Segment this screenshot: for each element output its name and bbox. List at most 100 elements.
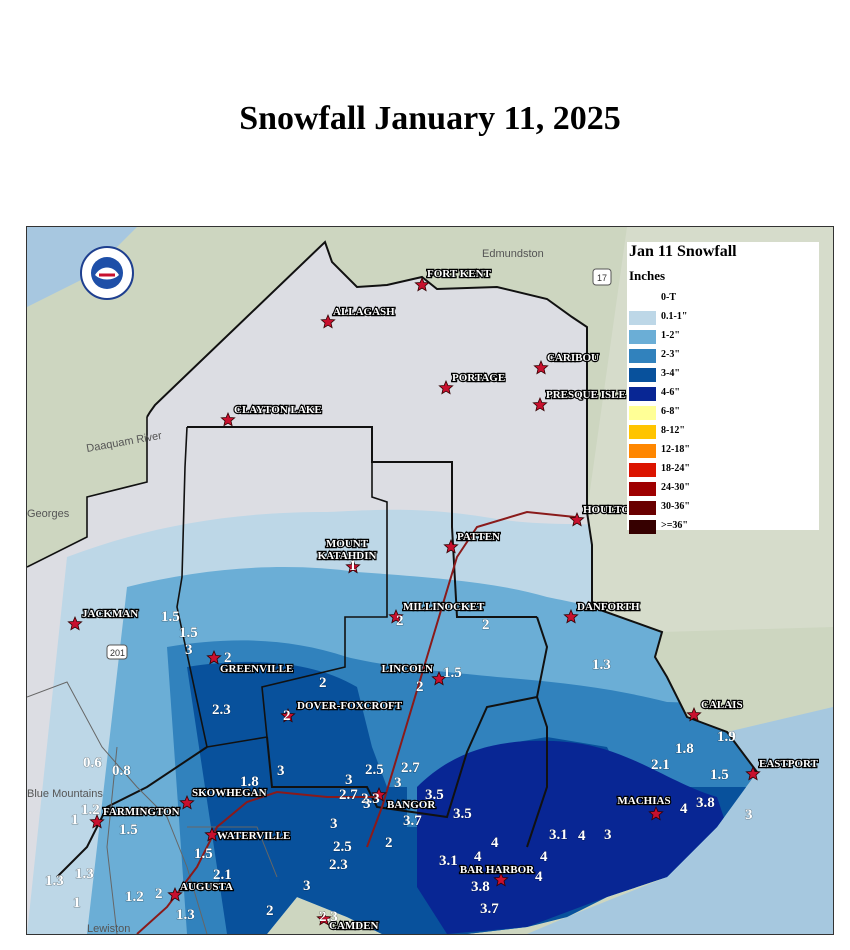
snowfall-value: 2 bbox=[224, 650, 232, 666]
snowfall-value: 0.8 bbox=[112, 763, 131, 779]
route-201-shield: 201 bbox=[106, 644, 128, 660]
snowfall-value: 3.5 bbox=[453, 806, 472, 822]
town-label[interactable]: DOVER-FOXCROFT bbox=[296, 699, 404, 713]
svg-text:17: 17 bbox=[597, 273, 607, 283]
town-label[interactable]: CALAIS bbox=[700, 698, 744, 712]
town-star-icon bbox=[204, 826, 220, 842]
town-label[interactable]: PORTAGE bbox=[451, 371, 507, 385]
snowfall-value: 1.5 bbox=[179, 625, 198, 641]
town-star-icon bbox=[167, 886, 183, 902]
legend-title: Jan 11 Snowfall bbox=[629, 243, 737, 260]
town-star-icon bbox=[179, 794, 195, 810]
town-label[interactable]: PATTEN bbox=[456, 530, 501, 544]
ocean-water bbox=[527, 707, 833, 934]
snowfall-value: 3 bbox=[394, 775, 402, 791]
snowfall-value: 1.5 bbox=[161, 609, 180, 625]
snowfall-value: 1.3 bbox=[592, 657, 611, 673]
town-star-icon bbox=[431, 670, 447, 686]
snowfall-value: 3 bbox=[303, 878, 311, 894]
town-label[interactable]: GREENVILLE bbox=[219, 662, 295, 676]
snowfall-value: 1.2 bbox=[81, 802, 100, 818]
basemap-label-georges: Georges bbox=[27, 508, 70, 520]
town-label[interactable]: MACHIAS bbox=[616, 794, 672, 808]
town-star-icon bbox=[563, 608, 579, 624]
town-label[interactable]: JACKMAN bbox=[81, 607, 140, 621]
snowfall-value: 3.8 bbox=[696, 795, 715, 811]
snowfall-value: 1.8 bbox=[240, 774, 259, 790]
snowfall-value: 1.5 bbox=[443, 665, 462, 681]
town-label[interactable]: HOULTON bbox=[582, 503, 639, 517]
snowfall-value: 2.5 bbox=[365, 762, 384, 778]
snowfall-value: 1.8 bbox=[675, 741, 694, 757]
town-star-icon bbox=[493, 871, 509, 887]
snowfall-observations: 11.51.53 22 221.521.32.3 21.81.92.11.533.84… bbox=[45, 558, 754, 926]
town-label[interactable]: LINCOLN bbox=[380, 662, 434, 676]
town-label[interactable]: BAR HARBOR bbox=[459, 863, 537, 877]
town-label[interactable]: CAMDEN bbox=[328, 919, 380, 933]
snowfall-value: 2 bbox=[155, 886, 163, 902]
snowfall-map[interactable]: Edmundston Daaquam River Georges Blue Mo… bbox=[26, 226, 834, 935]
snowfall-value: 3 bbox=[745, 807, 753, 823]
snowfall-value: 3.7 bbox=[480, 901, 499, 917]
town-label[interactable]: PRESQUE ISLE bbox=[545, 388, 627, 402]
town-label[interactable]: MOUNT KATAHDIN bbox=[316, 537, 377, 563]
legend-label: 8-12" bbox=[661, 425, 685, 436]
town-star-icon bbox=[67, 615, 83, 631]
town-star-icon bbox=[89, 813, 105, 829]
snowfall-value: 2.1 bbox=[213, 867, 232, 883]
legend-swatch bbox=[629, 311, 656, 325]
snowfall-value: 2.5 bbox=[333, 839, 352, 855]
snowfall-value: 2.7 bbox=[401, 760, 420, 776]
snowfall-value: 2.3 bbox=[319, 909, 338, 925]
snowfall-value: 3 bbox=[604, 827, 612, 843]
basemap-label-edmundston: Edmundston bbox=[482, 248, 544, 260]
town-label[interactable]: DANFORTH bbox=[576, 600, 641, 614]
legend-label: 12-18" bbox=[661, 444, 690, 455]
legend-label: 24-30" bbox=[661, 482, 690, 493]
snowfall-value: 2 bbox=[416, 679, 424, 695]
town-label[interactable]: CLAYTON LAKE bbox=[233, 403, 323, 417]
legend-units: Inches bbox=[629, 268, 666, 283]
town-labels: FORT KENT ALLAGASH CARIBOU PORTAGE PRESQUE I… bbox=[81, 267, 820, 933]
snowfall-value: 2.3 bbox=[361, 791, 380, 807]
town-label[interactable]: WATERVILLE bbox=[216, 829, 292, 843]
snowfall-value: 1.5 bbox=[194, 846, 213, 862]
nws-logo bbox=[79, 245, 135, 306]
town-star-icon bbox=[438, 379, 454, 395]
snowfall-value: 4 bbox=[540, 849, 548, 865]
town-star-icon bbox=[414, 276, 430, 292]
legend-label: 3-4" bbox=[661, 368, 680, 379]
town-label[interactable]: EASTPORT bbox=[758, 757, 820, 771]
snowfall-value: 4 bbox=[491, 835, 499, 851]
basemap-label-blue-mountains: Blue Mountains bbox=[27, 788, 103, 800]
legend-label: >=36" bbox=[661, 520, 688, 531]
town-label[interactable]: MILLINOCKET bbox=[402, 600, 486, 614]
town-star-icon bbox=[686, 706, 702, 722]
town-star-icon bbox=[569, 511, 585, 527]
town-label[interactable]: CARIBOU bbox=[546, 351, 600, 365]
legend-swatch bbox=[629, 482, 656, 496]
town-label[interactable]: AUGUSTA bbox=[179, 880, 234, 894]
town-label[interactable]: SKOWHEGAN bbox=[191, 786, 268, 800]
town-label[interactable]: ALLAGASH bbox=[332, 305, 397, 319]
legend-label: 18-24" bbox=[661, 463, 690, 474]
basemap-label-lewiston: Lewiston bbox=[87, 923, 130, 934]
snowfall-value: 2 bbox=[283, 708, 291, 724]
legend-swatch bbox=[629, 368, 656, 382]
snowfall-value: 2.3 bbox=[212, 702, 231, 718]
snowfall-value: 1 bbox=[349, 558, 357, 574]
snowfall-value: 1.5 bbox=[119, 822, 138, 838]
snowfall-value: 3.1 bbox=[439, 853, 458, 869]
town-label[interactable]: FORT KENT bbox=[426, 267, 493, 281]
snowfall-value: 3.8 bbox=[471, 879, 490, 895]
snowfall-value: 3.5 bbox=[425, 787, 444, 803]
town-star-icon bbox=[533, 359, 549, 375]
legend-swatch bbox=[629, 406, 656, 420]
snowfall-value: 3.7 bbox=[403, 813, 422, 829]
snowfall-value: 2 bbox=[396, 613, 404, 629]
legend-swatch bbox=[629, 292, 656, 306]
town-label[interactable]: FARMINGTON bbox=[102, 805, 181, 819]
town-label[interactable]: BANGOR bbox=[386, 798, 438, 812]
legend-label: 1-2" bbox=[661, 330, 680, 341]
snowfall-value: 1.3 bbox=[45, 873, 64, 889]
